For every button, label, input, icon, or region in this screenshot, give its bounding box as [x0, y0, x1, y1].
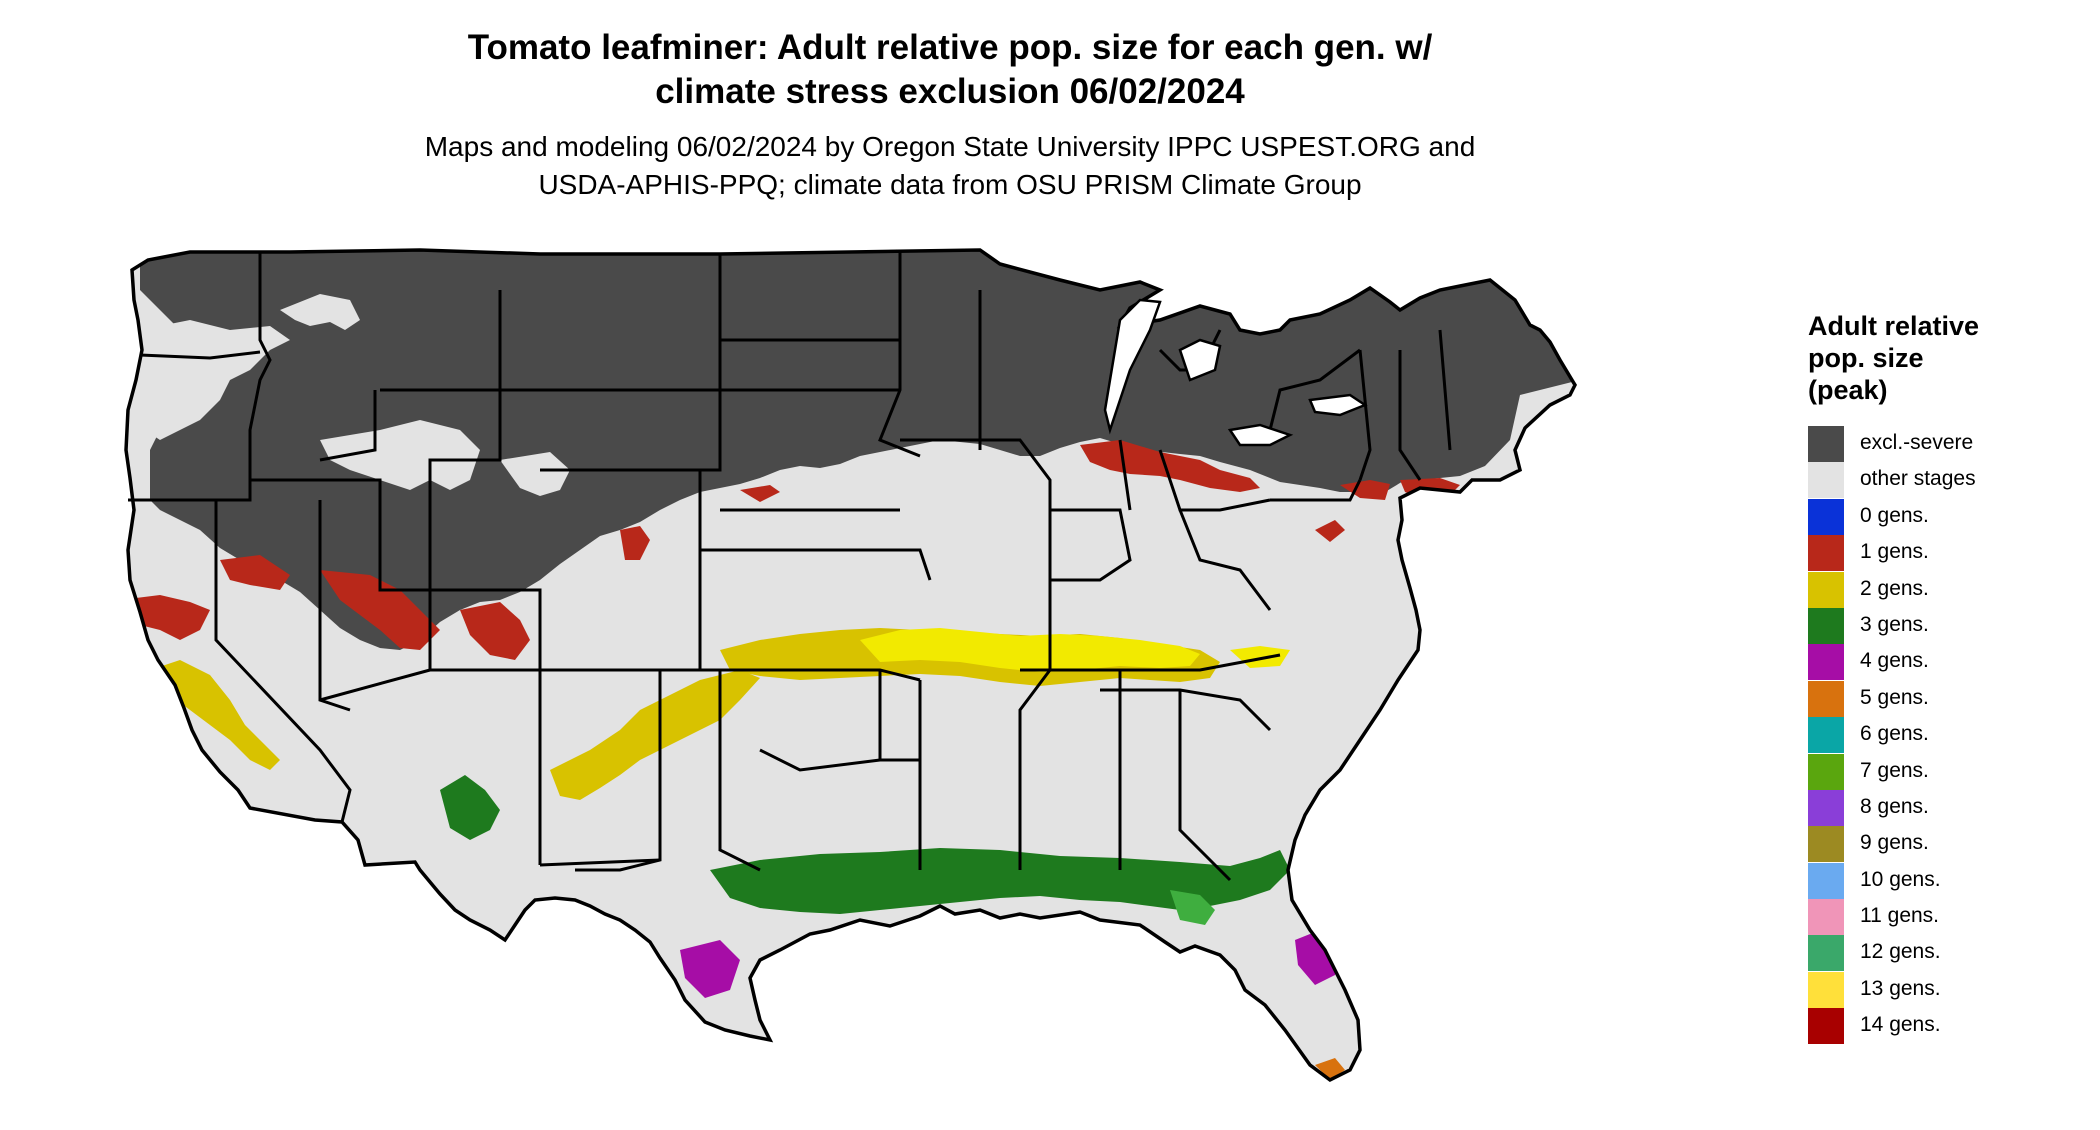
legend-label: 13 gens.: [1860, 976, 1941, 1000]
map-subtitle: Maps and modeling 06/02/2024 by Oregon S…: [424, 131, 1476, 200]
legend-swatch: [1808, 462, 1844, 499]
legend-item: 2 gens.: [1808, 570, 2078, 608]
legend-label: 5 gens.: [1860, 685, 1929, 709]
legend-label: 0 gens.: [1860, 503, 1929, 527]
legend-item: 6 gens.: [1808, 715, 2078, 754]
legend-label: excl.-severe: [1860, 431, 1974, 454]
legend-item: 10 gens.: [1808, 861, 2078, 899]
legend-label: 14 gens.: [1860, 1013, 1941, 1037]
legend-label: 4 gens.: [1860, 649, 1929, 673]
legend-swatch: [1808, 717, 1844, 754]
legend-label: 10 gens.: [1860, 867, 1941, 891]
legend-swatch: [1808, 789, 1844, 826]
legend-swatch: [1808, 644, 1844, 681]
legend-swatch: [1808, 680, 1844, 717]
legend-item: 9 gens.: [1808, 824, 2078, 863]
us-outline: [124, 248, 1577, 1083]
legend-item: 14 gens.: [1808, 1006, 2078, 1045]
legend-swatch: [1808, 862, 1844, 899]
legend-label: 7 gens.: [1860, 758, 1929, 782]
legend-item: excl.-severe: [1808, 424, 2078, 462]
legend-item: 13 gens.: [1808, 970, 2078, 1008]
legend-item: 11 gens.: [1808, 897, 2078, 936]
legend-swatch: [1808, 753, 1844, 790]
legend-label: 1 gens.: [1860, 540, 1929, 564]
us-map: [124, 248, 1577, 1083]
legend-label: 12 gens.: [1860, 940, 1941, 964]
legend-item: 3 gens.: [1808, 606, 2078, 644]
state-borders: [128, 250, 1452, 882]
legend-swatch: [1808, 1008, 1844, 1045]
legend-item: 1 gens.: [1808, 533, 2078, 572]
legend-label: 11 gens.: [1860, 904, 1940, 928]
map-title: Tomato leafminer: Adult relative pop. si…: [467, 28, 1433, 111]
legend-label: 3 gens.: [1860, 612, 1929, 636]
legend-label: 8 gens.: [1860, 794, 1929, 818]
legend-label: other stages: [1860, 467, 1976, 491]
gen1-regions: [126, 440, 1460, 660]
legend-swatch: [1808, 935, 1844, 972]
legend-item: 12 gens.: [1808, 933, 2078, 972]
legend-swatch: [1808, 571, 1844, 608]
map-legend: Adult relative pop. size (peak) excl.-se…: [1808, 310, 2078, 1045]
legend-label: 9 gens.: [1860, 831, 1929, 855]
light-patch-nevada: [320, 420, 480, 490]
light-patch-utah: [500, 452, 570, 496]
legend-label: 2 gens.: [1860, 576, 1929, 600]
legend-swatch: [1808, 607, 1844, 644]
legend-swatch: [1808, 535, 1844, 572]
legend-swatch: [1808, 826, 1844, 863]
legend-title: Adult relative pop. size (peak): [1808, 311, 1980, 405]
legend-swatch: [1808, 971, 1844, 1008]
legend-item: other stages: [1808, 460, 2078, 499]
legend-item: 8 gens.: [1808, 788, 2078, 826]
light-patch-idaho: [280, 294, 360, 330]
map-data-layers: [126, 250, 1575, 1080]
legend-items: excl.-severe other stages 0 gens. 1 gens. 2 …: [1808, 424, 2078, 1045]
legend-item: 0 gens.: [1808, 497, 2078, 535]
gen3-regions: [440, 775, 1290, 925]
legend-item: 4 gens.: [1808, 642, 2078, 681]
legend-item: 7 gens.: [1808, 752, 2078, 790]
legend-swatch: [1808, 498, 1844, 535]
light-patch-pnw: [140, 320, 290, 440]
legend-swatch: [1808, 426, 1844, 462]
great-lakes: [1103, 298, 1368, 447]
legend-label: 6 gens.: [1860, 722, 1929, 746]
legend-item: 5 gens.: [1808, 679, 2078, 717]
legend-swatch: [1808, 899, 1844, 936]
